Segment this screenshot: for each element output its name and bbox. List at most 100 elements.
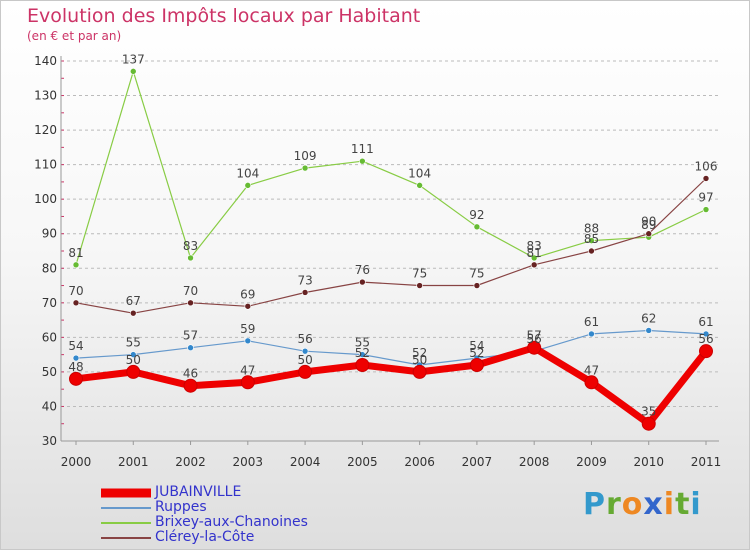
data-point-brixey-aux-chanoines (588, 237, 595, 244)
legend-label: Brixey-aux-Chanoines (155, 514, 308, 530)
data-point-clerey-la-cote (530, 261, 538, 269)
data-label-brixey-aux-chanoines: 88 (584, 222, 599, 236)
x-tick-label: 2000 (61, 455, 92, 469)
data-point-ruppes (129, 351, 137, 358)
data-label-clerey-la-cote: 70 (68, 284, 83, 298)
data-point-clerey-la-cote (645, 230, 653, 238)
y-tick-label: 80 (42, 261, 57, 275)
data-point-jubainville (298, 364, 313, 379)
data-label-brixey-aux-chanoines: 83 (527, 239, 542, 253)
data-label-brixey-aux-chanoines: 81 (68, 246, 83, 260)
data-point-brixey-aux-chanoines (530, 254, 538, 262)
logo-letter: o (621, 487, 644, 522)
data-label-jubainville: 52 (469, 346, 484, 360)
legend-swatch (101, 521, 151, 524)
data-label-ruppes: 52 (412, 346, 427, 360)
data-label-brixey-aux-chanoines: 109 (294, 149, 317, 163)
y-tick-label: 50 (42, 365, 57, 379)
data-point-brixey-aux-chanoines (301, 164, 309, 172)
series-line-ruppes (75, 329, 707, 366)
data-label-ruppes: 56 (527, 332, 542, 346)
series-line-brixey-aux-chanoines (75, 70, 707, 266)
data-point-ruppes (359, 351, 366, 358)
y-tick-label: 130 (34, 89, 57, 103)
data-label-clerey-la-cote: 75 (412, 267, 427, 281)
data-point-clerey-la-cote (702, 175, 710, 182)
data-point-brixey-aux-chanoines (187, 254, 194, 262)
data-point-clerey-la-cote (72, 299, 80, 307)
logo-letter: t (675, 487, 691, 522)
data-point-brixey-aux-chanoines (129, 68, 137, 75)
y-tick-label: 90 (42, 227, 57, 241)
data-point-jubainville (412, 364, 427, 379)
data-label-ruppes: 55 (355, 336, 370, 350)
x-tick-label: 2007 (462, 455, 493, 469)
data-point-jubainville (641, 416, 656, 431)
logo-letter: r (606, 487, 622, 522)
data-label-ruppes: 61 (698, 315, 713, 329)
legend-swatch (101, 536, 151, 539)
logo-letter: i (690, 487, 702, 522)
data-label-ruppes: 59 (240, 322, 255, 336)
data-label-ruppes: 55 (126, 336, 141, 350)
data-label-ruppes: 57 (183, 329, 198, 343)
data-point-jubainville (126, 364, 141, 379)
x-tick-label: 2003 (233, 455, 264, 469)
data-point-brixey-aux-chanoines (702, 206, 710, 213)
data-point-ruppes (702, 330, 710, 338)
data-point-jubainville (527, 340, 542, 355)
y-tick-label: 120 (34, 123, 57, 137)
data-point-clerey-la-cote (129, 309, 137, 317)
data-point-ruppes (187, 344, 194, 352)
logo-letter: x (643, 487, 664, 522)
data-point-clerey-la-cote (359, 278, 366, 286)
data-label-clerey-la-cote: 90 (641, 215, 656, 229)
data-label-jubainville: 50 (412, 353, 427, 367)
data-label-brixey-aux-chanoines: 97 (698, 191, 713, 205)
data-point-clerey-la-cote (588, 247, 595, 255)
data-point-brixey-aux-chanoines (473, 223, 481, 231)
data-point-clerey-la-cote (301, 289, 309, 296)
data-point-brixey-aux-chanoines (359, 157, 366, 165)
data-label-jubainville: 35 (641, 405, 656, 419)
series-line-jubainville (72, 344, 710, 428)
data-label-jubainville: 48 (68, 360, 83, 374)
data-label-layer: 81 137 83 104 109 111 104 92 83 88 89 97 70 67 70 69 73 7… (68, 52, 717, 418)
data-point-brixey-aux-chanoines (416, 182, 423, 189)
data-label-brixey-aux-chanoines: 83 (183, 239, 198, 253)
data-label-brixey-aux-chanoines: 111 (351, 142, 374, 156)
data-label-brixey-aux-chanoines: 137 (122, 52, 145, 66)
data-label-clerey-la-cote: 81 (527, 246, 542, 260)
y-tick-label: 70 (42, 296, 57, 310)
x-tick-label: 2005 (347, 455, 378, 469)
data-label-brixey-aux-chanoines: 104 (408, 166, 431, 180)
data-label-clerey-la-cote: 73 (297, 273, 312, 287)
y-tick-label: 30 (42, 434, 57, 448)
data-point-jubainville (69, 371, 83, 386)
legend-label: JUBAINVILLE (155, 484, 242, 500)
logo-letter: i (663, 487, 676, 522)
data-label-clerey-la-cote: 106 (695, 159, 718, 173)
chart-title: Evolution des Impôts locaux par Habitant (27, 5, 421, 27)
data-label-brixey-aux-chanoines: 104 (236, 166, 259, 180)
data-label-clerey-la-cote: 67 (126, 294, 141, 308)
data-label-brixey-aux-chanoines: 92 (469, 208, 484, 222)
x-tick-label: 2011 (691, 455, 722, 469)
x-tick-label: 2008 (519, 455, 550, 469)
data-point-jubainville (240, 375, 255, 390)
x-tick-label: 2001 (118, 455, 149, 469)
data-point-jubainville (355, 358, 370, 372)
x-tick-label: 2010 (633, 455, 664, 469)
data-point-jubainville (699, 344, 713, 359)
data-label-ruppes: 54 (469, 339, 484, 353)
data-label-ruppes: 61 (584, 315, 599, 329)
data-point-clerey-la-cote (473, 282, 481, 289)
data-label-jubainville: 47 (584, 363, 599, 377)
data-label-jubainville: 50 (126, 353, 141, 367)
data-point-ruppes (301, 347, 309, 355)
data-label-clerey-la-cote: 75 (469, 267, 484, 281)
data-label-clerey-la-cote: 70 (183, 284, 198, 298)
data-label-ruppes: 62 (641, 311, 656, 325)
data-point-brixey-aux-chanoines (72, 261, 80, 269)
